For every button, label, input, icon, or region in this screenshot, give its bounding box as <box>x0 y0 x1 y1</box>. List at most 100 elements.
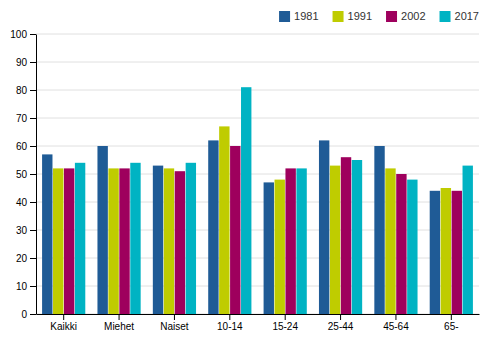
tick-label: 100 <box>10 29 27 40</box>
tick-label: 45-64 <box>383 321 409 332</box>
bar <box>441 188 451 314</box>
legend-item: 2017 <box>440 10 479 22</box>
grid-line <box>36 118 479 119</box>
tick: 40 <box>16 197 36 208</box>
tick: 90 <box>16 57 36 68</box>
bar <box>374 146 384 314</box>
bar <box>241 87 251 314</box>
tick-label: 30 <box>16 225 28 236</box>
grid-line <box>36 62 479 63</box>
tick: Kaikki <box>50 314 77 332</box>
bar <box>42 154 52 314</box>
tick: Miehet <box>104 314 134 332</box>
legend-swatch <box>333 11 344 22</box>
tick: 60 <box>16 141 36 152</box>
axis-line <box>37 314 480 315</box>
tick: 70 <box>16 113 36 124</box>
tick: 0 <box>21 309 36 320</box>
bars <box>42 87 473 314</box>
tick-label: Miehet <box>104 321 134 332</box>
bar <box>330 166 340 314</box>
chart: 0 10 20 30 40 50 60 70 80 90 100 Kaikki Miehet Naiset… <box>0 0 491 340</box>
tick-mark <box>119 314 120 320</box>
grid <box>36 34 479 314</box>
axis-line <box>36 35 37 315</box>
legend-swatch <box>279 11 290 22</box>
tick-label: 20 <box>16 253 28 264</box>
bar <box>97 146 107 314</box>
tick-mark <box>285 314 286 320</box>
tick: 65- <box>444 314 458 332</box>
tick: 15-24 <box>272 314 298 332</box>
tick-mark <box>30 118 36 119</box>
tick: 25-44 <box>328 314 354 332</box>
plot: 0 10 20 30 40 50 60 70 80 90 100 Kaikki Miehet Naiset… <box>10 29 479 332</box>
tick-label: Kaikki <box>50 321 77 332</box>
bar <box>175 171 185 314</box>
bar <box>186 163 196 314</box>
series <box>53 126 451 314</box>
bar <box>208 140 218 314</box>
tick-label: Naiset <box>160 321 189 332</box>
tick: 80 <box>16 85 36 96</box>
bar <box>230 146 240 314</box>
grid-line <box>36 90 479 91</box>
legend-item: 2002 <box>386 10 425 22</box>
tick-label: 0 <box>21 309 27 320</box>
tick-mark <box>395 314 396 320</box>
tick-label: 10-14 <box>217 321 243 332</box>
tick: 100 <box>10 29 36 40</box>
legend-label: 2017 <box>455 10 479 22</box>
tick-mark <box>340 314 341 320</box>
tick-mark <box>63 314 64 320</box>
legend: 1981199120022017 <box>279 10 479 22</box>
x-axis: Kaikki Miehet Naiset 10-14 15-24 25-44 45-64 65… <box>37 314 480 332</box>
bar <box>64 168 74 314</box>
tick-mark <box>30 202 36 203</box>
grid-line <box>36 34 479 35</box>
tick-mark <box>174 314 175 320</box>
bar <box>452 191 462 314</box>
tick-label: 60 <box>16 141 28 152</box>
y-axis: 0 10 20 30 40 50 60 70 80 90 100 <box>10 29 36 320</box>
tick: 10 <box>16 281 36 292</box>
bar <box>219 126 229 314</box>
tick-mark <box>30 286 36 287</box>
bar <box>153 166 163 314</box>
bar <box>285 168 295 314</box>
tick-label: 15-24 <box>272 321 298 332</box>
bar <box>296 168 306 314</box>
bar <box>108 168 118 314</box>
series <box>64 146 462 314</box>
tick-mark <box>30 34 36 35</box>
bar <box>275 180 285 314</box>
tick-mark <box>30 314 36 315</box>
legend-label: 1981 <box>294 10 318 22</box>
tick-label: 40 <box>16 197 28 208</box>
tick-label: 50 <box>16 169 28 180</box>
tick-mark <box>30 62 36 63</box>
bar <box>119 168 129 314</box>
tick-label: 65- <box>444 321 458 332</box>
tick-mark <box>30 146 36 147</box>
bar <box>53 168 63 314</box>
tick-mark <box>30 174 36 175</box>
series <box>75 87 473 314</box>
tick-label: 70 <box>16 113 28 124</box>
bar <box>75 163 85 314</box>
bar <box>407 180 417 314</box>
bar <box>319 140 329 314</box>
tick: Naiset <box>160 314 189 332</box>
bar <box>385 168 395 314</box>
tick: 30 <box>16 225 36 236</box>
bar <box>352 160 362 314</box>
tick-label: 10 <box>16 281 28 292</box>
bar <box>130 163 140 314</box>
tick-mark <box>451 314 452 320</box>
legend-label: 2002 <box>401 10 425 22</box>
tick-mark <box>30 230 36 231</box>
tick-label: 25-44 <box>328 321 354 332</box>
bar <box>264 182 274 314</box>
legend-swatch <box>440 11 451 22</box>
tick-label: 90 <box>16 57 28 68</box>
